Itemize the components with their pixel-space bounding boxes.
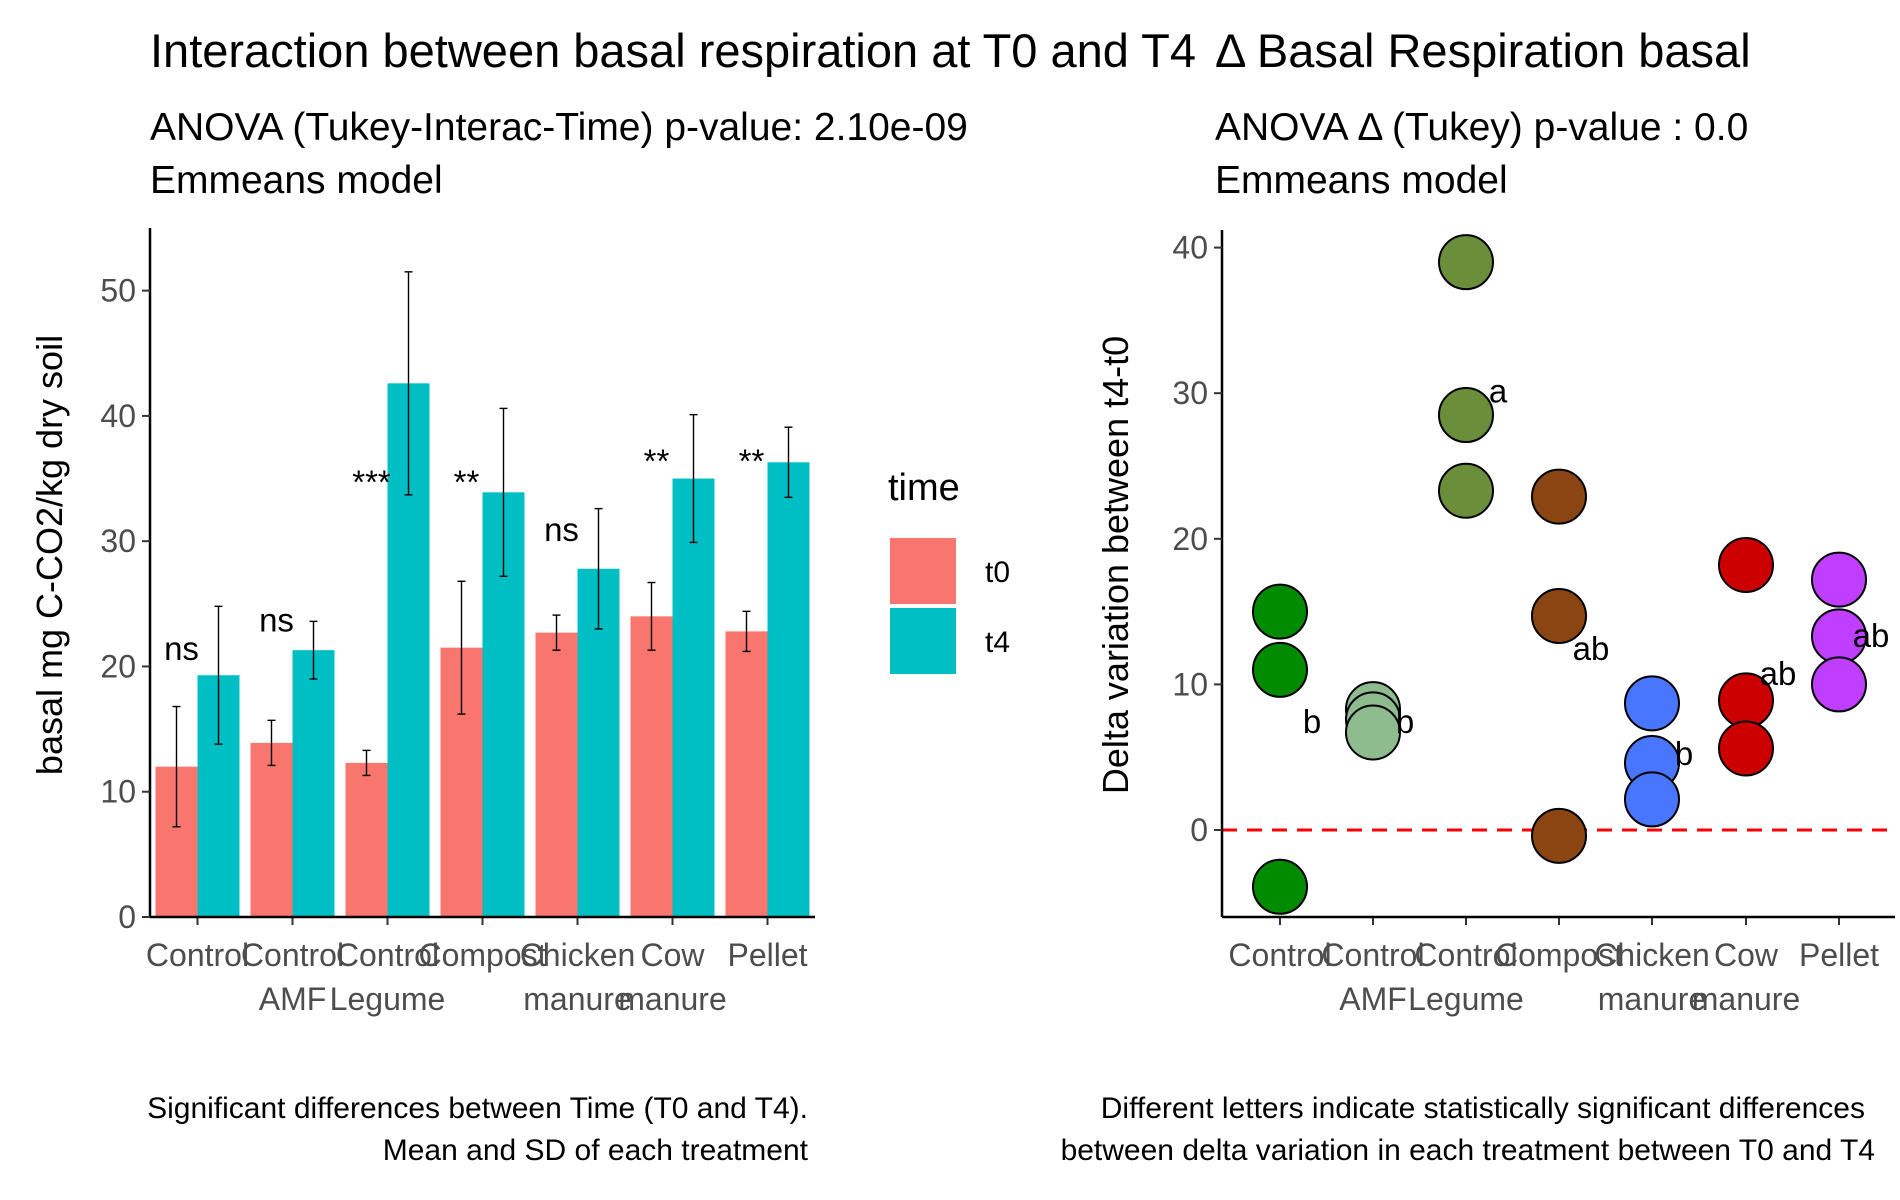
y-tick-label: 0 — [1190, 812, 1208, 848]
y-tick-label: 30 — [100, 523, 136, 559]
data-point-4-2 — [1624, 771, 1680, 828]
data-point-2-2 — [1438, 462, 1494, 519]
bar-t4-6 — [767, 462, 810, 917]
right-panel: Δ Basal Respiration basal ANOVA Δ (Tukey… — [1061, 24, 1895, 1167]
data-point-1-2 — [1345, 704, 1401, 761]
data-point-0-1 — [1252, 641, 1308, 698]
significance-letter: b — [1303, 703, 1321, 740]
significance-label: ** — [739, 442, 765, 479]
data-point-2-0 — [1438, 234, 1494, 291]
data-point-0-0 — [1252, 583, 1308, 640]
right-chart-subtitle-model: Emmeans model — [1215, 159, 1508, 202]
y-tick-label: 40 — [100, 398, 136, 434]
x-tick-label: Chicken — [1594, 937, 1710, 973]
significance-letter: ab — [1573, 630, 1610, 667]
y-tick-label: 50 — [100, 273, 136, 309]
y-tick-label: 0 — [118, 899, 136, 935]
data-point-5-2 — [1718, 720, 1774, 777]
right-chart-subtitle: ANOVA Δ (Tukey) p-value : 0.0 — [1215, 106, 1748, 149]
data-point-6-2 — [1811, 656, 1867, 713]
x-tick-label: manure — [523, 981, 632, 1017]
bar-t0-6 — [725, 631, 768, 917]
right-caption-line2: between delta variation in each treatmen… — [1061, 1134, 1875, 1167]
x-tick-label: AMF — [1339, 981, 1407, 1017]
left-chart-title: Interaction between basal respiration at… — [150, 24, 1196, 77]
legend-label-t0: t0 — [985, 556, 1010, 589]
data-point-3-1 — [1531, 587, 1587, 644]
bar-t0-1 — [250, 742, 293, 917]
y-tick-label: 20 — [100, 648, 136, 684]
data-point-4-0 — [1624, 675, 1680, 732]
significance-label: ** — [644, 442, 670, 479]
significance-letter: b — [1675, 735, 1693, 772]
bar-t4-5 — [672, 478, 715, 917]
x-tick-label: Compost — [418, 937, 546, 973]
legend-title: time — [888, 467, 960, 509]
left-chart-subtitle-model: Emmeans model — [150, 159, 443, 202]
x-tick-label: AMF — [259, 981, 327, 1017]
legend-label-t4: t4 — [985, 626, 1010, 659]
x-tick-label: Chicken — [520, 937, 636, 973]
bar-t0-2 — [345, 762, 388, 917]
significance-label: ns — [164, 630, 199, 667]
significance-label: ns — [544, 511, 579, 548]
x-tick-label: Control — [1228, 937, 1331, 973]
significance-label: ns — [259, 601, 294, 638]
x-tick-label: Control — [241, 937, 344, 973]
legend-key-t4 — [890, 608, 956, 674]
significance-letter: ab — [1760, 655, 1797, 692]
data-point-5-0 — [1718, 537, 1774, 594]
y-tick-label: 10 — [100, 774, 136, 810]
significance-letter: ab — [1853, 617, 1890, 654]
right-caption-line1: Different letters indicate statistically… — [1101, 1092, 1865, 1125]
data-point-3-0 — [1531, 468, 1587, 525]
right-chart-title: Δ Basal Respiration basal — [1215, 24, 1751, 77]
data-point-6-0 — [1811, 551, 1867, 608]
y-tick-label: 40 — [1172, 230, 1208, 266]
x-tick-label: Control — [146, 937, 249, 973]
x-tick-label: Control — [1414, 937, 1517, 973]
bar-t4-1 — [292, 650, 335, 917]
y-tick-label: 10 — [1172, 666, 1208, 702]
left-caption-line1: Significant differences between Time (T0… — [147, 1092, 808, 1125]
x-tick-label: manure — [1692, 981, 1801, 1017]
data-point-2-1 — [1438, 387, 1494, 444]
right-plot-area: bControlbControlAMFaControlLegumeabCompo… — [1172, 230, 1895, 1017]
bar-t0-5 — [630, 616, 673, 917]
data-point-0-2 — [1252, 858, 1308, 915]
legend-key-t0 — [890, 538, 956, 604]
right-y-axis-title: Delta variation between t4-t0 — [1095, 336, 1136, 794]
left-y-axis-title: basal mg C-CO2/kg dry soil — [29, 335, 70, 775]
left-caption-line2: Mean and SD of each treatment — [383, 1134, 809, 1167]
x-tick-label: Cow — [640, 937, 705, 973]
left-plot-area: nsControlnsControlAMF***ControlLegume**C… — [100, 228, 815, 1017]
x-tick-label: manure — [618, 981, 727, 1017]
y-tick-label: 20 — [1172, 521, 1208, 557]
significance-label: ** — [454, 464, 480, 501]
bar-t0-4 — [535, 632, 578, 917]
x-tick-label: Legume — [1408, 981, 1524, 1017]
x-tick-label: Compost — [1495, 937, 1623, 973]
x-tick-label: manure — [1598, 981, 1707, 1017]
significance-label: *** — [352, 464, 391, 501]
x-tick-label: Control — [336, 937, 439, 973]
x-tick-label: Legume — [330, 981, 446, 1017]
x-tick-label: Pellet — [1799, 937, 1879, 973]
y-tick-label: 30 — [1172, 375, 1208, 411]
significance-letter: a — [1489, 372, 1508, 409]
significance-letter: b — [1396, 703, 1414, 740]
data-point-3-2 — [1531, 807, 1587, 864]
x-tick-label: Pellet — [727, 937, 807, 973]
left-panel: Interaction between basal respiration at… — [29, 24, 1196, 1167]
legend: time t0 t4 — [888, 467, 1010, 674]
x-tick-label: Control — [1321, 937, 1424, 973]
x-tick-label: Cow — [1714, 937, 1779, 973]
left-chart-subtitle: ANOVA (Tukey-Interac-Time) p-value: 2.10… — [150, 106, 968, 149]
